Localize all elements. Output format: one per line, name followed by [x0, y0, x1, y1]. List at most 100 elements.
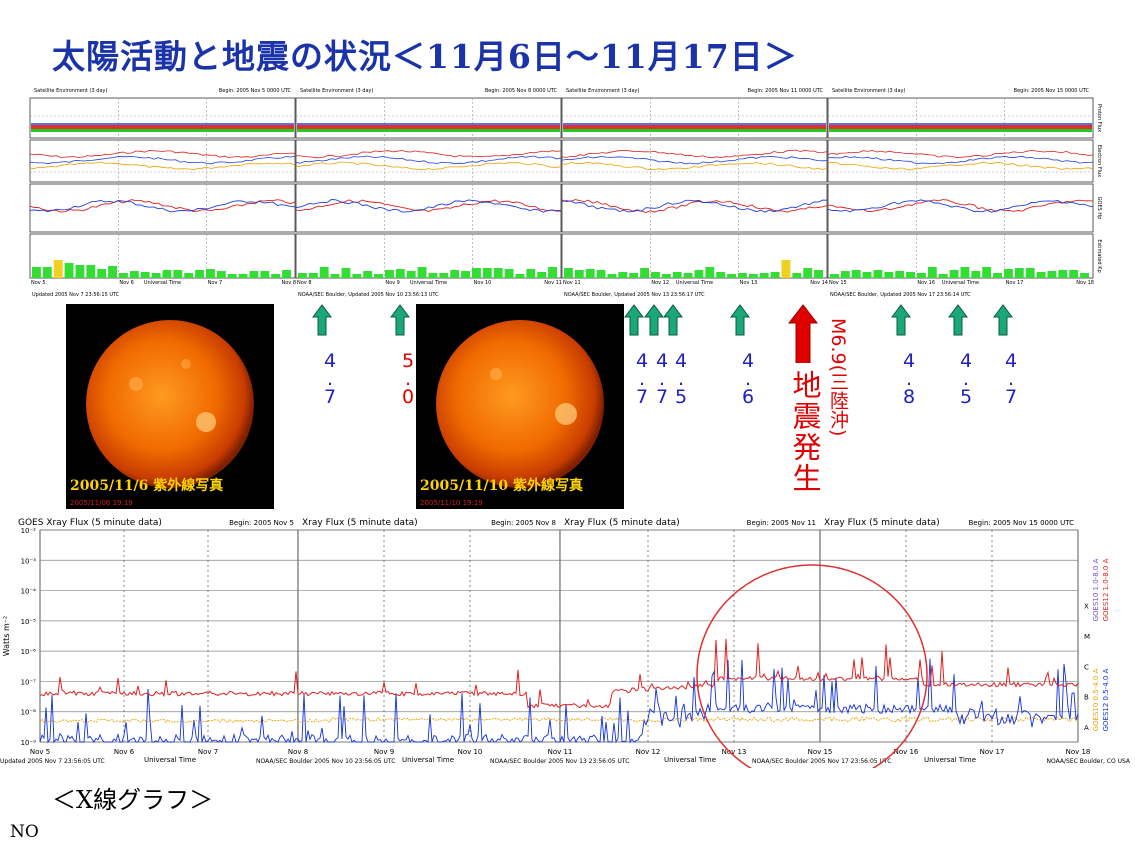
sat-kp-bar [1004, 269, 1013, 278]
sat-day-label: Nov 9 [385, 280, 400, 286]
sat-kp-bar [42, 267, 52, 278]
xray-series-short-orange [39, 716, 1079, 724]
xray-panel-title: Xray Flux (5 minute data) [302, 518, 418, 528]
sat-electron-line [561, 161, 828, 171]
sat-row-frame [827, 139, 1094, 183]
sat-hp-line [295, 199, 561, 212]
page-title: 太陽活動と地震の状況＜11月6日～11月17日＞ [52, 37, 798, 76]
sat-kp-bar [450, 270, 460, 278]
xray-panel-frame [819, 529, 1079, 743]
sat-hp-line [561, 199, 828, 213]
sat-panel-begin: Begin: 2005 Nov 5 0000 UTC [219, 88, 292, 94]
sat-kp-bar [1036, 272, 1046, 278]
sat-day-label: Nov 6 [119, 280, 134, 286]
xray-y-tick: 10⁻⁴ [21, 588, 37, 596]
sat-kp-bar [216, 271, 226, 278]
sat-proton-blue [829, 123, 1092, 125]
xray-x-tick: Nov 16 [894, 748, 919, 756]
sat-proton-blue [563, 123, 826, 125]
xray-x-tick: Nov 7 [198, 748, 218, 756]
sat-axis-title: Universal Time [144, 280, 181, 286]
sat-kp-bar [330, 274, 340, 278]
magnitude-label: 4.7 [631, 350, 653, 404]
xray-x-tick: Nov 12 [636, 748, 661, 756]
sat-kp-bar [770, 272, 780, 278]
sat-row-label: Proton Flux [1096, 104, 1102, 132]
sat-kp-bar [537, 272, 547, 278]
sat-panel-header: Satellite Environment (3 day) [566, 88, 640, 94]
xray-x-title: Universal Time [144, 756, 196, 764]
sat-row-frame [295, 139, 562, 183]
sat-kp-bar [993, 273, 1002, 278]
xray-panel-frame [559, 529, 821, 743]
sat-kp-bar [585, 269, 595, 278]
sat-kp-bar [727, 274, 736, 278]
sat-panel-footer: NOAA/SEC Boulder, Updated 2005 Nov 17 23… [830, 292, 971, 298]
sat-kp-bar [108, 266, 117, 278]
footer-text: NO [10, 822, 39, 842]
xray-legend-entry: GOES10 0.5-4.0 A [1092, 668, 1100, 731]
sat-kp-bar [385, 270, 394, 278]
sat-panel-footer: NOAA/SEC Boulder, Updated 2005 Nov 13 23… [564, 292, 705, 298]
sat-kp-bar [260, 271, 270, 278]
xray-panel-frame [297, 529, 561, 743]
magnitude-label: 4.5 [955, 350, 977, 404]
sat-kp-bar [493, 268, 503, 278]
sat-electron-line [561, 149, 828, 159]
sat-proton-red [829, 125, 1092, 129]
sat-kp-bar [238, 274, 248, 278]
sat-kp-bar [140, 272, 150, 278]
sun-photo-timestamp: 2005/11/06 19:19 [70, 499, 133, 507]
sat-electron-line [561, 155, 828, 165]
magnitude-label: 4.7 [319, 350, 341, 404]
sat-row-frame [295, 233, 562, 279]
sat-hp-line [827, 199, 1094, 213]
sat-kp-bar [982, 267, 992, 278]
earthquake-label: 地震発生 [788, 370, 822, 494]
sat-kp-bar [830, 274, 839, 278]
sat-kp-bar [1080, 273, 1089, 278]
sat-day-label: Nov 15 [829, 280, 847, 286]
xray-panel-begin: Begin: 2005 Nov 11 [747, 519, 816, 527]
sat-hp-line [295, 199, 561, 213]
sat-kp-bar [564, 268, 573, 278]
sat-kp-bar [151, 273, 161, 278]
sat-day-label: Nov 13 [740, 280, 758, 286]
sat-kp-bar [271, 274, 281, 278]
sat-day-label: Nov 14 [810, 280, 828, 286]
sat-kp-bar [129, 271, 139, 278]
xray-class-label: M [1084, 633, 1090, 641]
sat-kp-bar [851, 270, 861, 278]
xray-panel-title: Xray Flux (5 minute data) [564, 518, 680, 528]
up-arrow-icon [390, 304, 410, 336]
xray-x-title: Universal Time [402, 756, 454, 764]
xray-footer: NOAA/SEC Boulder, CO USA [1047, 758, 1131, 765]
xray-y-tick: 10⁻⁵ [21, 618, 37, 626]
sat-kp-bar [971, 271, 981, 278]
sat-kp-bar [482, 268, 492, 278]
sat-kp-bar [672, 272, 682, 278]
sat-kp-bar [195, 270, 204, 278]
xray-legend-entry: GOES12 0.5-4.0 A [1102, 668, 1110, 731]
sat-day-label: Nov 12 [651, 280, 669, 286]
sat-day-label: Nov 8 [281, 280, 296, 286]
sat-day-label: Nov 11 [563, 280, 581, 286]
sat-kp-bar [651, 272, 660, 278]
xray-panel-title: GOES Xray Flux (5 minute data) [18, 518, 162, 528]
sat-electron-line [29, 149, 296, 159]
sat-kp-bar [249, 271, 259, 278]
sat-electron-line [295, 149, 562, 159]
sat-proton-green [563, 129, 826, 132]
sat-kp-bar [162, 270, 172, 278]
sat-kp-bar [1069, 270, 1079, 278]
sat-day-label: Nov 5 [31, 280, 46, 286]
sat-axis-title: Universal Time [676, 280, 713, 286]
sat-kp-bar [184, 273, 194, 278]
sat-kp-bar [504, 269, 514, 278]
up-arrow-icon [663, 304, 683, 336]
sat-kp-bar [640, 268, 649, 278]
xray-x-tick: Nov 5 [30, 748, 50, 756]
sat-proton-red [31, 125, 294, 129]
sat-proton-green [31, 129, 294, 132]
sat-kp-bar [574, 270, 584, 278]
